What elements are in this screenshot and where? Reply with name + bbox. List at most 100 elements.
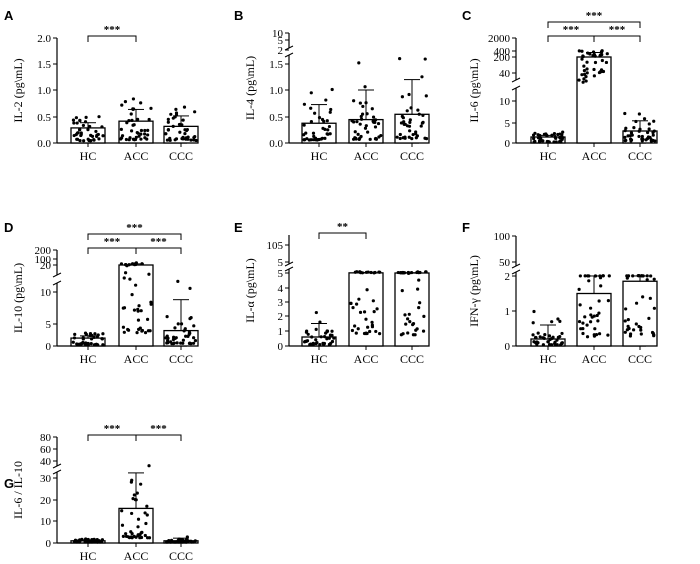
data-point [582,69,587,73]
y-tick-label: 10 [40,287,52,299]
significance-bracket [87,247,137,254]
data-point [352,99,356,103]
data-point [95,334,99,339]
data-point [72,121,76,125]
data-point [351,306,355,310]
data-point [307,138,311,142]
significance-label: *** [563,24,580,36]
data-point [71,118,76,122]
data-point [357,297,361,301]
data-point [650,330,655,335]
data-point [399,333,403,337]
data-point [532,340,536,344]
data-point [597,299,601,303]
bar-ccc [622,280,658,347]
x-tick-label: CCC [169,352,193,366]
data-point [129,129,134,133]
y-tick-label: 30 [40,473,52,485]
data-point [84,115,88,119]
data-point [647,316,651,320]
data-point [313,138,317,142]
data-point [558,319,562,323]
y-tick-label: 1.5 [269,59,283,71]
significance-bracket [135,434,182,441]
data-point [417,112,421,116]
data-point [406,317,410,321]
data-point [546,139,550,144]
data-point [95,540,100,544]
significance-label: *** [104,423,121,435]
data-point [328,110,332,114]
data-point [92,138,96,142]
data-point [634,322,638,326]
x-tick-label: ACC [582,149,607,163]
data-point [582,77,586,81]
data-point [330,87,334,92]
data-point [652,119,656,123]
data-point [136,131,140,135]
data-point [73,332,77,336]
data-point [585,335,590,339]
data-point [188,286,192,290]
data-point [139,535,144,540]
data-point [625,274,629,278]
data-point [410,137,414,141]
data-point [149,106,153,110]
data-point [175,341,179,345]
data-point [354,331,358,335]
data-point [642,117,647,121]
data-point [139,309,143,313]
y-tick-label: 200 [35,245,52,257]
data-point [417,278,421,282]
y-tick-label: 5 [46,319,52,331]
y-tick-label: 1 [278,326,284,338]
data-point [592,334,597,338]
data-point [645,278,649,282]
data-point [577,78,581,82]
panel-letter: B [234,8,243,23]
data-point [131,497,135,501]
data-point [605,52,609,56]
data-point [147,117,151,122]
data-point [606,333,610,337]
y-tick-label: 50 [499,257,511,269]
bar-acc [576,292,612,347]
y-tick-label: 80 [40,432,52,444]
data-point [120,103,124,107]
data-point [169,540,173,544]
data-point [370,107,374,111]
data-point [541,343,545,347]
data-point [164,132,168,136]
data-point [651,133,655,137]
data-point [353,270,357,274]
data-point [130,118,134,122]
data-point [314,338,318,342]
data-point [550,320,554,324]
data-point [325,119,329,123]
data-point [82,139,86,143]
data-point [127,119,131,123]
data-point [639,332,643,336]
panel-letter: E [234,220,243,235]
data-point [166,120,170,124]
x-tick-label: HC [540,352,557,366]
data-point [623,319,627,323]
data-point [580,73,584,77]
data-point [543,332,547,337]
y-tick-label: 40 [40,456,52,468]
data-point [581,54,585,58]
data-point [143,511,147,515]
data-point [424,270,428,274]
data-point [420,121,424,125]
panel-letter: G [4,476,14,491]
data-point [652,277,656,281]
data-point [179,322,184,326]
data-point [634,301,639,305]
data-point [128,277,132,281]
data-point [357,137,361,141]
data-point [375,307,379,311]
significance-label: *** [104,236,121,248]
data-point [533,131,537,135]
data-point [406,270,410,275]
